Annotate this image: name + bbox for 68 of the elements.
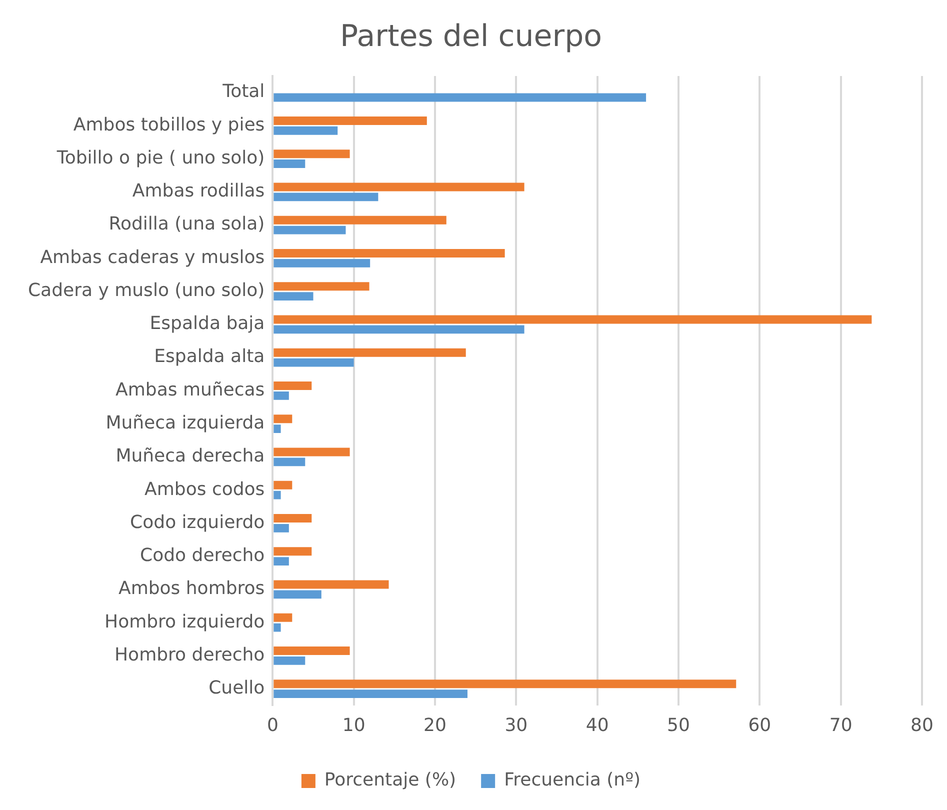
- y-tick-label: Codo derecho: [140, 545, 265, 566]
- bar: [274, 391, 289, 400]
- legend-label: Frecuencia (nº): [504, 770, 641, 791]
- bar: [274, 182, 524, 192]
- bar: [274, 126, 338, 135]
- x-tick-label: 0: [266, 714, 278, 736]
- x-tick-label: 40: [586, 714, 609, 736]
- y-tick-label: Ambos tobillos y pies: [73, 114, 265, 136]
- bar: [274, 325, 524, 334]
- bar: [274, 623, 281, 632]
- y-tick-label: Total: [222, 81, 265, 102]
- bar: [274, 258, 370, 268]
- bar: [274, 448, 350, 456]
- legend-label: Porcentaje (%): [324, 770, 456, 791]
- bar: [274, 656, 306, 665]
- bar: [274, 382, 312, 390]
- bar: [274, 424, 281, 434]
- bar: [274, 414, 292, 424]
- bar: [274, 690, 468, 698]
- bar: [274, 524, 289, 532]
- y-tick-label: Cuello: [208, 678, 265, 699]
- bar: [274, 160, 306, 168]
- x-tick-label: 60: [748, 714, 772, 736]
- x-tick-label: 80: [910, 714, 934, 736]
- bar: [274, 216, 446, 224]
- bar: [274, 490, 281, 500]
- y-tick-label: Hombro izquierdo: [104, 611, 265, 632]
- x-tick-label: 30: [504, 714, 528, 736]
- y-tick-label: Muñeca izquierda: [106, 412, 265, 434]
- y-tick-label: Ambos hombros: [118, 578, 265, 600]
- y-tick-label: Hombro derecho: [114, 644, 265, 666]
- bar: [274, 514, 312, 522]
- bar: [274, 315, 872, 324]
- x-tick-label: 20: [424, 714, 446, 736]
- x-tick-label: 70: [829, 714, 852, 736]
- y-tick-label: Ambas rodillas: [132, 180, 265, 202]
- y-tick-label: Muñeca derecha: [116, 446, 265, 467]
- bar: [274, 557, 289, 566]
- bar: [274, 680, 736, 688]
- y-tick-label: Codo izquierdo: [130, 512, 265, 533]
- y-tick-label: Ambas caderas y muslos: [40, 246, 265, 268]
- bar: [274, 613, 292, 622]
- chart-title: Partes del cuerpo: [340, 18, 602, 54]
- y-tick-label: Tobillo o pie ( uno solo): [56, 147, 265, 168]
- bar: [274, 226, 346, 234]
- bar: [274, 358, 354, 367]
- bar: [274, 249, 505, 258]
- y-tick-label: Rodilla (una sola): [108, 214, 265, 235]
- y-tick-label: Espalda baja: [150, 313, 265, 334]
- y-tick-label: Espalda alta: [154, 346, 265, 368]
- bar: [274, 646, 350, 655]
- y-tick-label: Ambos codos: [144, 478, 265, 500]
- x-tick-label: 50: [667, 714, 690, 736]
- bar: [274, 547, 312, 556]
- y-tick-label: Cadera y muslo (uno solo): [28, 280, 265, 301]
- bar: [274, 480, 292, 490]
- bar: [274, 590, 322, 599]
- bar: [274, 348, 466, 357]
- bar: [274, 292, 314, 301]
- bar: [274, 580, 389, 589]
- x-tick-label: 10: [342, 714, 366, 736]
- bar: [274, 192, 378, 202]
- bar: [274, 93, 646, 102]
- bar: [274, 282, 370, 291]
- y-tick-label: Ambas muñecas: [116, 379, 265, 400]
- bar: [274, 116, 427, 125]
- bar: [274, 150, 350, 158]
- bar: [274, 458, 306, 466]
